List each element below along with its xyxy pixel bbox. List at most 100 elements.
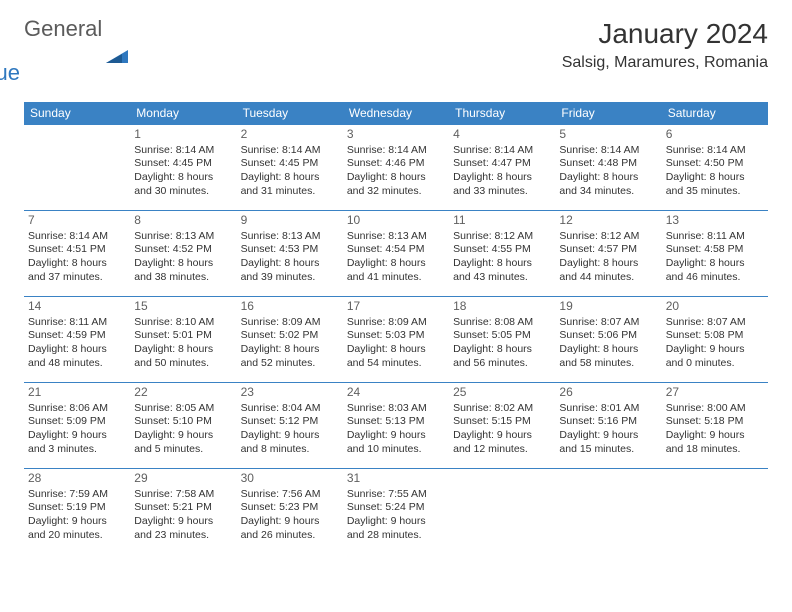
cell-d1: Daylight: 8 hours [28, 343, 126, 357]
cell-ss: Sunset: 5:19 PM [28, 501, 126, 515]
day-number: 17 [347, 299, 445, 315]
day-number: 4 [453, 127, 551, 143]
cell-d1: Daylight: 8 hours [347, 257, 445, 271]
cell-d2: and 48 minutes. [28, 357, 126, 371]
day-number: 2 [241, 127, 339, 143]
calendar-cell: 3Sunrise: 8:14 AMSunset: 4:46 PMDaylight… [343, 125, 449, 211]
day-number: 5 [559, 127, 657, 143]
calendar-cell: 16Sunrise: 8:09 AMSunset: 5:02 PMDayligh… [237, 297, 343, 383]
cell-ss: Sunset: 5:05 PM [453, 329, 551, 343]
cell-sr: Sunrise: 8:09 AM [241, 316, 339, 330]
calendar-cell: 6Sunrise: 8:14 AMSunset: 4:50 PMDaylight… [662, 125, 768, 211]
cell-ss: Sunset: 4:53 PM [241, 243, 339, 257]
cell-d2: and 12 minutes. [453, 443, 551, 457]
cell-d2: and 58 minutes. [559, 357, 657, 371]
day-number: 18 [453, 299, 551, 315]
cell-d1: Daylight: 8 hours [241, 171, 339, 185]
cell-ss: Sunset: 4:46 PM [347, 157, 445, 171]
calendar-cell: 23Sunrise: 8:04 AMSunset: 5:12 PMDayligh… [237, 383, 343, 469]
cell-sr: Sunrise: 8:14 AM [453, 144, 551, 158]
cell-ss: Sunset: 4:48 PM [559, 157, 657, 171]
cell-d2: and 33 minutes. [453, 185, 551, 199]
header: General Blue January 2024 Salsig, Maramu… [24, 18, 768, 84]
calendar-cell: 28Sunrise: 7:59 AMSunset: 5:19 PMDayligh… [24, 469, 130, 555]
weekday-header: Thursday [449, 102, 555, 125]
cell-d2: and 18 minutes. [666, 443, 764, 457]
day-number: 22 [134, 385, 232, 401]
cell-sr: Sunrise: 8:14 AM [666, 144, 764, 158]
day-number: 21 [28, 385, 126, 401]
calendar-row: 28Sunrise: 7:59 AMSunset: 5:19 PMDayligh… [24, 469, 768, 555]
cell-sr: Sunrise: 8:05 AM [134, 402, 232, 416]
cell-sr: Sunrise: 8:14 AM [28, 230, 126, 244]
cell-ss: Sunset: 4:47 PM [453, 157, 551, 171]
cell-ss: Sunset: 4:51 PM [28, 243, 126, 257]
calendar-cell [662, 469, 768, 555]
weekday-header: Saturday [662, 102, 768, 125]
calendar-cell [24, 125, 130, 211]
day-number: 1 [134, 127, 232, 143]
cell-ss: Sunset: 5:23 PM [241, 501, 339, 515]
cell-d2: and 43 minutes. [453, 271, 551, 285]
logo-arrow-icon [106, 45, 128, 63]
cell-ss: Sunset: 5:01 PM [134, 329, 232, 343]
cell-sr: Sunrise: 8:02 AM [453, 402, 551, 416]
cell-ss: Sunset: 5:12 PM [241, 415, 339, 429]
cell-d2: and 15 minutes. [559, 443, 657, 457]
cell-d2: and 38 minutes. [134, 271, 232, 285]
cell-ss: Sunset: 5:10 PM [134, 415, 232, 429]
day-number: 19 [559, 299, 657, 315]
calendar-cell: 9Sunrise: 8:13 AMSunset: 4:53 PMDaylight… [237, 211, 343, 297]
cell-ss: Sunset: 4:58 PM [666, 243, 764, 257]
day-number: 24 [347, 385, 445, 401]
location: Salsig, Maramures, Romania [562, 54, 768, 72]
cell-sr: Sunrise: 8:12 AM [453, 230, 551, 244]
cell-d2: and 56 minutes. [453, 357, 551, 371]
cell-sr: Sunrise: 8:13 AM [347, 230, 445, 244]
day-number: 8 [134, 213, 232, 229]
month-title: January 2024 [562, 18, 768, 50]
cell-ss: Sunset: 4:50 PM [666, 157, 764, 171]
cell-sr: Sunrise: 8:14 AM [134, 144, 232, 158]
calendar-cell [449, 469, 555, 555]
calendar-cell: 8Sunrise: 8:13 AMSunset: 4:52 PMDaylight… [130, 211, 236, 297]
cell-sr: Sunrise: 8:00 AM [666, 402, 764, 416]
calendar-cell: 11Sunrise: 8:12 AMSunset: 4:55 PMDayligh… [449, 211, 555, 297]
calendar-cell: 2Sunrise: 8:14 AMSunset: 4:45 PMDaylight… [237, 125, 343, 211]
cell-d1: Daylight: 9 hours [134, 429, 232, 443]
cell-ss: Sunset: 4:57 PM [559, 243, 657, 257]
cell-sr: Sunrise: 8:08 AM [453, 316, 551, 330]
cell-d2: and 37 minutes. [28, 271, 126, 285]
calendar-cell: 18Sunrise: 8:08 AMSunset: 5:05 PMDayligh… [449, 297, 555, 383]
cell-d1: Daylight: 9 hours [559, 429, 657, 443]
calendar-cell: 30Sunrise: 7:56 AMSunset: 5:23 PMDayligh… [237, 469, 343, 555]
cell-d1: Daylight: 9 hours [347, 429, 445, 443]
cell-d2: and 35 minutes. [666, 185, 764, 199]
calendar-cell: 17Sunrise: 8:09 AMSunset: 5:03 PMDayligh… [343, 297, 449, 383]
cell-ss: Sunset: 5:08 PM [666, 329, 764, 343]
cell-d1: Daylight: 8 hours [241, 257, 339, 271]
calendar-cell: 15Sunrise: 8:10 AMSunset: 5:01 PMDayligh… [130, 297, 236, 383]
cell-d1: Daylight: 8 hours [559, 343, 657, 357]
cell-d1: Daylight: 8 hours [666, 171, 764, 185]
cell-d2: and 32 minutes. [347, 185, 445, 199]
cell-ss: Sunset: 5:09 PM [28, 415, 126, 429]
cell-d1: Daylight: 9 hours [241, 515, 339, 529]
cell-d1: Daylight: 8 hours [666, 257, 764, 271]
cell-sr: Sunrise: 8:07 AM [559, 316, 657, 330]
cell-d1: Daylight: 8 hours [134, 343, 232, 357]
weekday-header: Wednesday [343, 102, 449, 125]
calendar-cell: 7Sunrise: 8:14 AMSunset: 4:51 PMDaylight… [24, 211, 130, 297]
weekday-header: Sunday [24, 102, 130, 125]
cell-d1: Daylight: 8 hours [134, 171, 232, 185]
day-number: 13 [666, 213, 764, 229]
cell-d1: Daylight: 9 hours [28, 515, 126, 529]
cell-ss: Sunset: 5:24 PM [347, 501, 445, 515]
cell-d1: Daylight: 9 hours [134, 515, 232, 529]
cell-d2: and 28 minutes. [347, 529, 445, 543]
cell-d2: and 26 minutes. [241, 529, 339, 543]
calendar-cell: 1Sunrise: 8:14 AMSunset: 4:45 PMDaylight… [130, 125, 236, 211]
day-number: 20 [666, 299, 764, 315]
calendar-row: 21Sunrise: 8:06 AMSunset: 5:09 PMDayligh… [24, 383, 768, 469]
calendar-body: 1Sunrise: 8:14 AMSunset: 4:45 PMDaylight… [24, 125, 768, 555]
